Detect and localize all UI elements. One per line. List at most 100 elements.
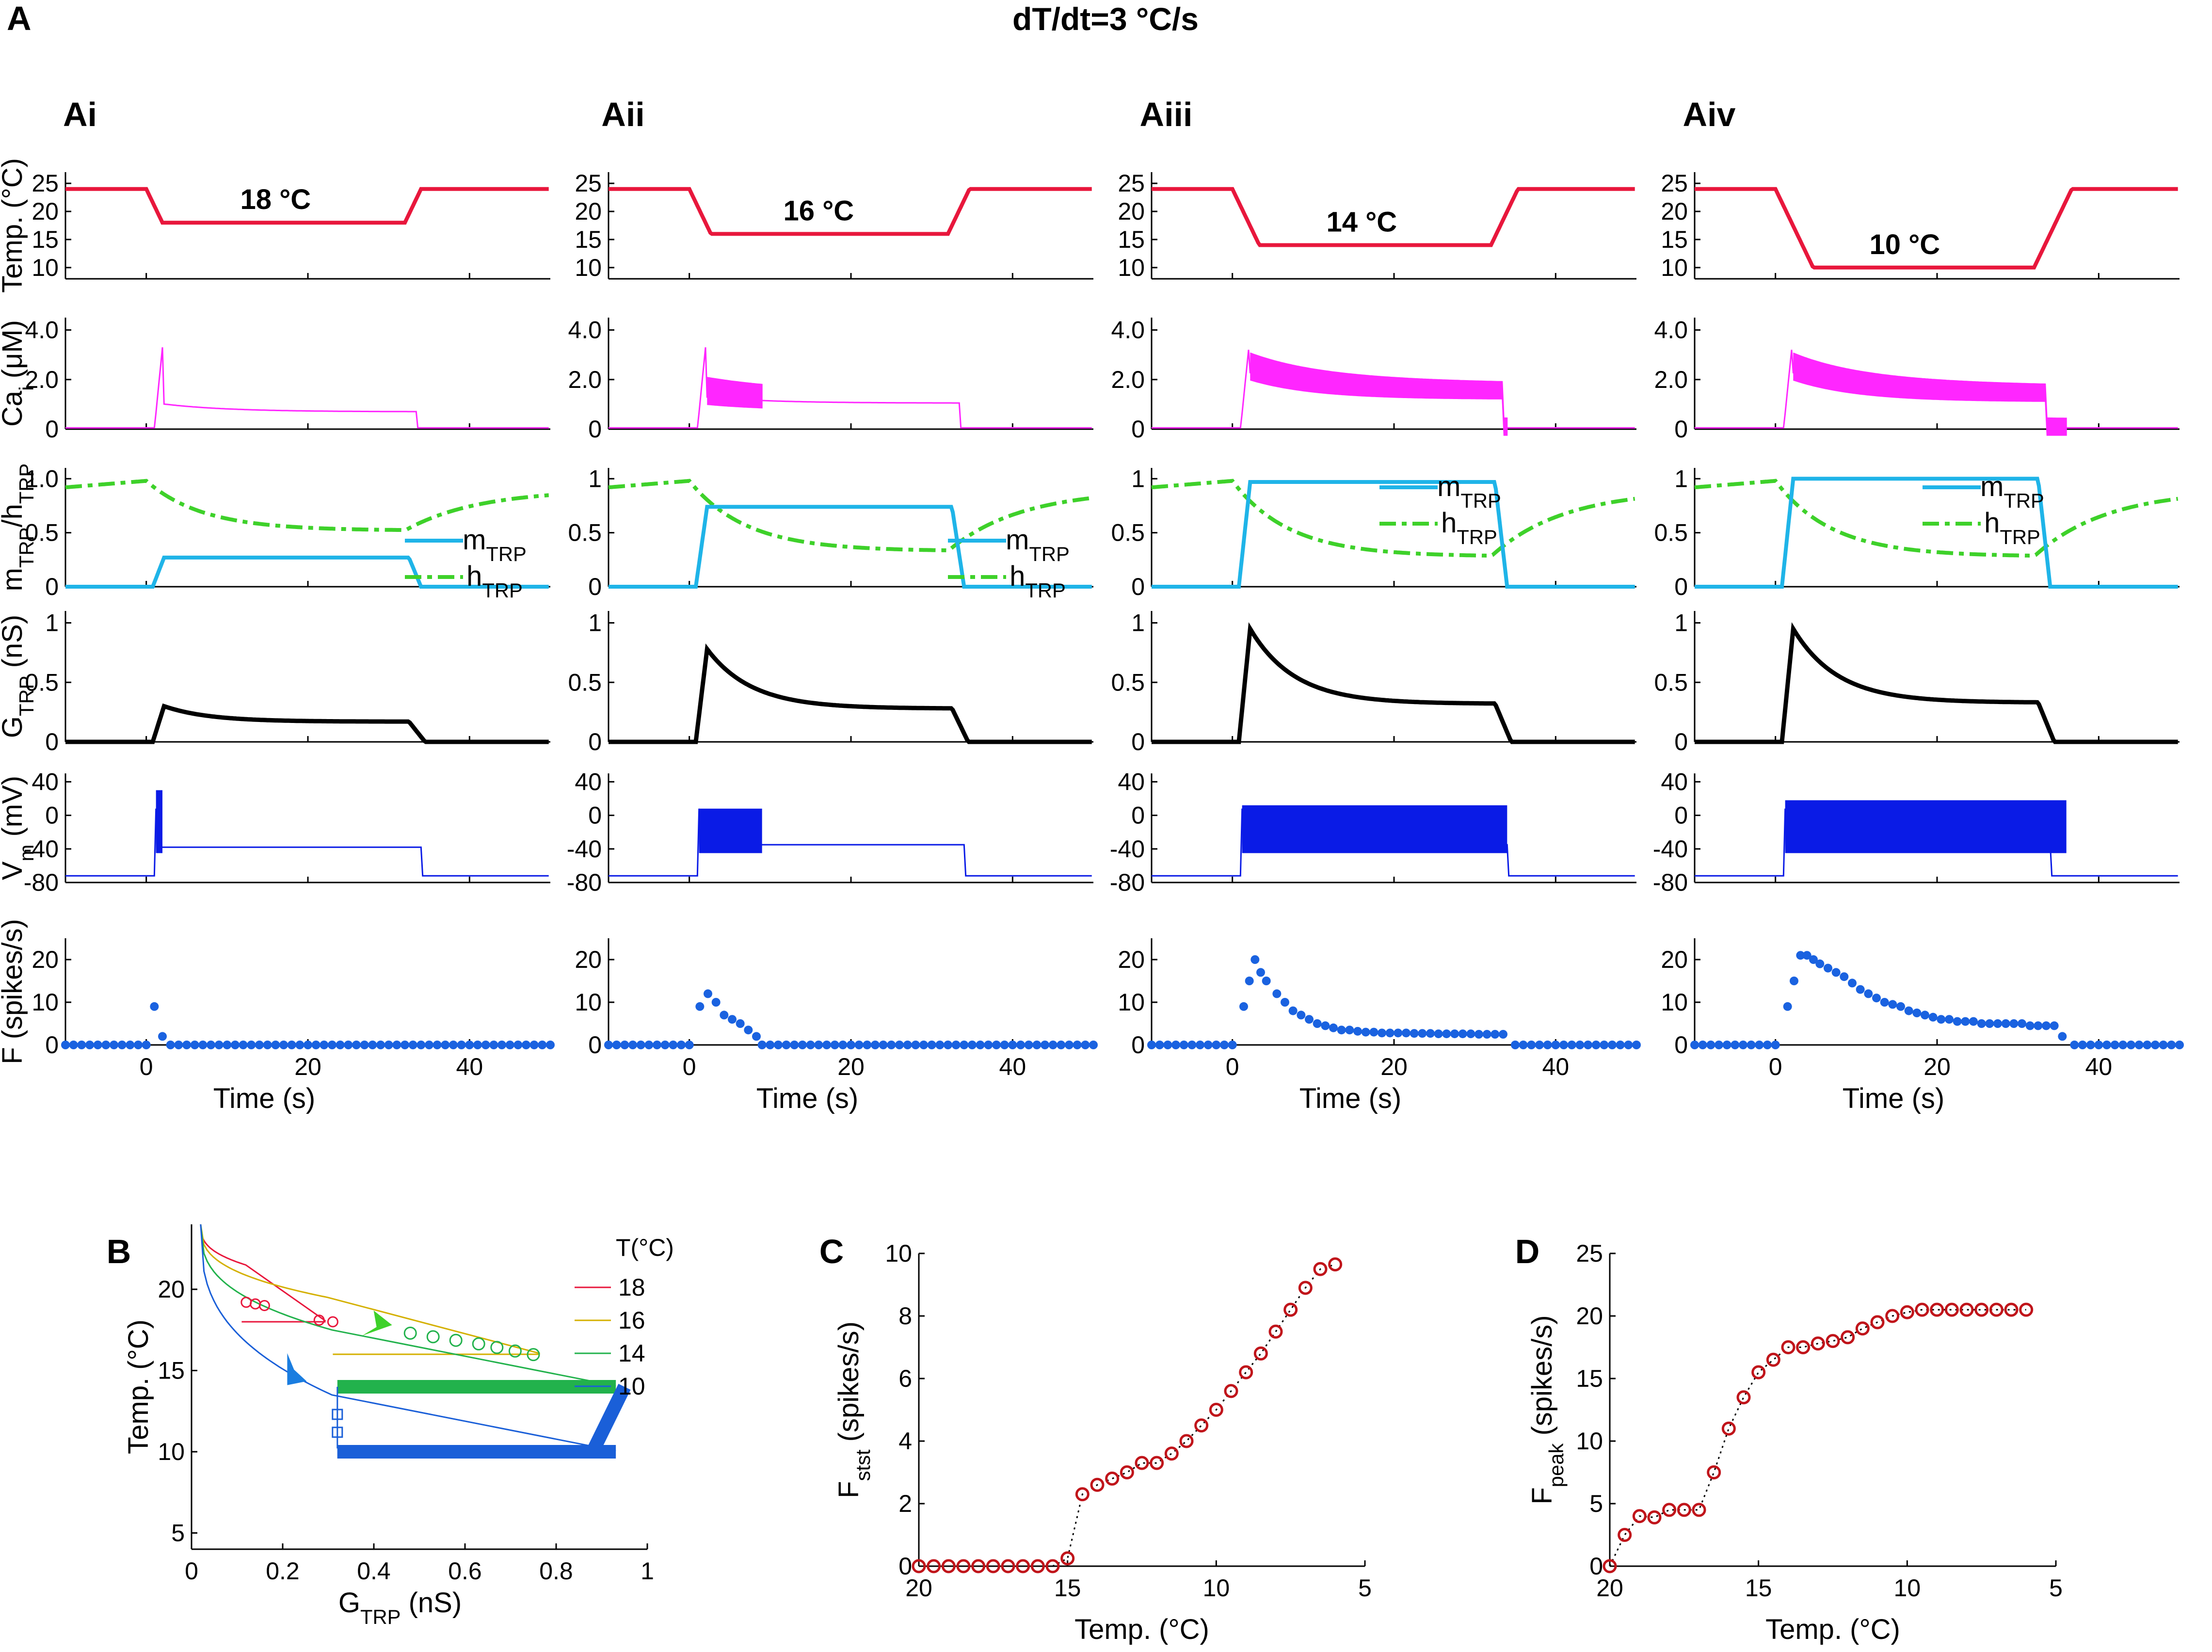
firing-rate-point — [158, 1032, 167, 1041]
firing-rate-point — [360, 1041, 369, 1049]
x-tick-label: 40 — [1542, 1053, 1570, 1080]
firing-rate-point — [101, 1041, 111, 1049]
firing-rate-point — [1073, 1041, 1082, 1049]
label-part: h — [466, 561, 482, 592]
firing-rate-point — [1945, 1015, 1954, 1024]
firing-rate-point — [457, 1041, 466, 1049]
firing-rate-point — [1796, 951, 1805, 960]
y-tick-label: 4.0 — [568, 317, 602, 344]
rate-point — [1930, 1302, 1944, 1317]
label-part: G — [338, 1587, 360, 1619]
label-part: h — [1984, 507, 2000, 539]
label-subscript: TRP — [1029, 543, 1070, 565]
y-tick-label: 15 — [1661, 226, 1688, 253]
firing-rate-point — [782, 1041, 791, 1049]
y-tick-label: 10 — [1118, 254, 1145, 281]
firing-rate-point — [628, 1041, 637, 1049]
firing-rate-point — [408, 1041, 417, 1049]
firing-rate-point — [1065, 1041, 1074, 1049]
y-tick-label: 10 — [885, 1240, 912, 1267]
firing-rate-point — [1961, 1017, 1970, 1026]
y-tick-label: 0.5 — [1654, 669, 1688, 696]
firing-rate-point — [1008, 1041, 1017, 1049]
legend-h-label: hTRP — [466, 561, 523, 602]
label-subscript: m — [15, 845, 38, 862]
legend-label: 16 — [618, 1307, 645, 1334]
hold-temp-label: 18 °C — [240, 184, 311, 215]
firing-rate-point — [190, 1041, 199, 1049]
firing-rate-point — [1584, 1041, 1592, 1049]
firing-rate-point — [384, 1041, 393, 1049]
firing-rate-point — [328, 1041, 337, 1049]
firing-rate-point — [425, 1041, 433, 1049]
marker-triangle — [258, 1300, 270, 1311]
firing-rate-point — [814, 1041, 823, 1049]
firing-rate-point — [93, 1041, 102, 1049]
label-part: m — [463, 524, 486, 556]
firing-rate-point — [2086, 1041, 2095, 1049]
firing-rate-point — [449, 1041, 458, 1049]
x-axis-label: Time (s) — [1299, 1083, 1401, 1114]
y-tick-label: 0 — [1674, 573, 1688, 600]
firing-rate-point — [1848, 978, 1857, 988]
y-tick-label: 2.0 — [568, 366, 602, 393]
firing-rate-point — [1329, 1023, 1338, 1032]
firing-rate-point — [685, 1041, 694, 1049]
rate-point — [927, 1559, 941, 1573]
y-tick-label: 4.0 — [1111, 317, 1145, 344]
y-tick-label: 10 — [1661, 254, 1688, 281]
firing-rate-point — [239, 1041, 248, 1049]
x-tick-label: 15 — [1054, 1574, 1081, 1602]
column-title: Ai — [63, 96, 97, 133]
rate-point — [1944, 1302, 1959, 1317]
label-subscript: TRP — [1460, 489, 1501, 512]
label-part: (spikes/s) — [833, 1321, 865, 1449]
firing-rate-point — [677, 1041, 686, 1049]
x-tick-label: 20 — [294, 1053, 321, 1080]
marker-circle — [426, 1330, 440, 1344]
firing-rate-point — [1575, 1041, 1585, 1049]
label-subscript: TRP — [1457, 526, 1497, 548]
y-tick-label: 15 — [32, 226, 59, 253]
panel-aiv-ca: 4.0 2.0 0 — [1654, 317, 2180, 443]
legend-m-label: mTRP — [1006, 524, 1070, 565]
firing-rate-point — [766, 1041, 775, 1049]
firing-rate-point — [1475, 1030, 1483, 1039]
panel-aiii-vm: 40 0 -40 -80 — [1110, 768, 1636, 896]
firing-rate-point — [1937, 1015, 1946, 1024]
rate-point — [1989, 1302, 2004, 1317]
x-tick-label: 0 — [140, 1053, 153, 1080]
y-tick-label: 25 — [1118, 170, 1145, 197]
firing-rate-point — [1624, 1041, 1633, 1049]
y-tick-label: 20 — [1118, 198, 1145, 225]
label-subscript: TRP — [486, 543, 527, 565]
marker-circle — [508, 1344, 522, 1358]
firing-rate-point — [1771, 1041, 1780, 1049]
y-axis-label: Temp. (°C) — [123, 1319, 154, 1454]
firing-rate-point — [295, 1041, 305, 1049]
legend-m-label: mTRP — [463, 524, 527, 565]
panel-aii-ca: 4.0 2.0 0 — [568, 317, 1093, 443]
y-tick-label: 0 — [1589, 1553, 1603, 1580]
x-tick-label: 15 — [1745, 1574, 1772, 1602]
y-tick-label: 4 — [898, 1427, 912, 1455]
y-tick-label: 10 — [32, 989, 59, 1016]
legend-m-label: mTRP — [1980, 471, 2044, 512]
firing-rate-point — [879, 1041, 888, 1049]
firing-rate-point — [951, 1041, 961, 1049]
firing-rate-point — [838, 1041, 848, 1049]
x-tick-label: 10 — [1203, 1574, 1230, 1602]
marker-circle — [472, 1337, 485, 1351]
firing-rate-point — [2102, 1041, 2111, 1049]
y-tick-label: 1 — [1131, 465, 1145, 492]
legend-title: T(°C) — [616, 1234, 674, 1261]
firing-rate-point — [1591, 1041, 1601, 1049]
rate-point — [971, 1559, 986, 1573]
firing-rate-point — [1057, 1041, 1066, 1049]
firing-rate-point — [854, 1041, 864, 1049]
